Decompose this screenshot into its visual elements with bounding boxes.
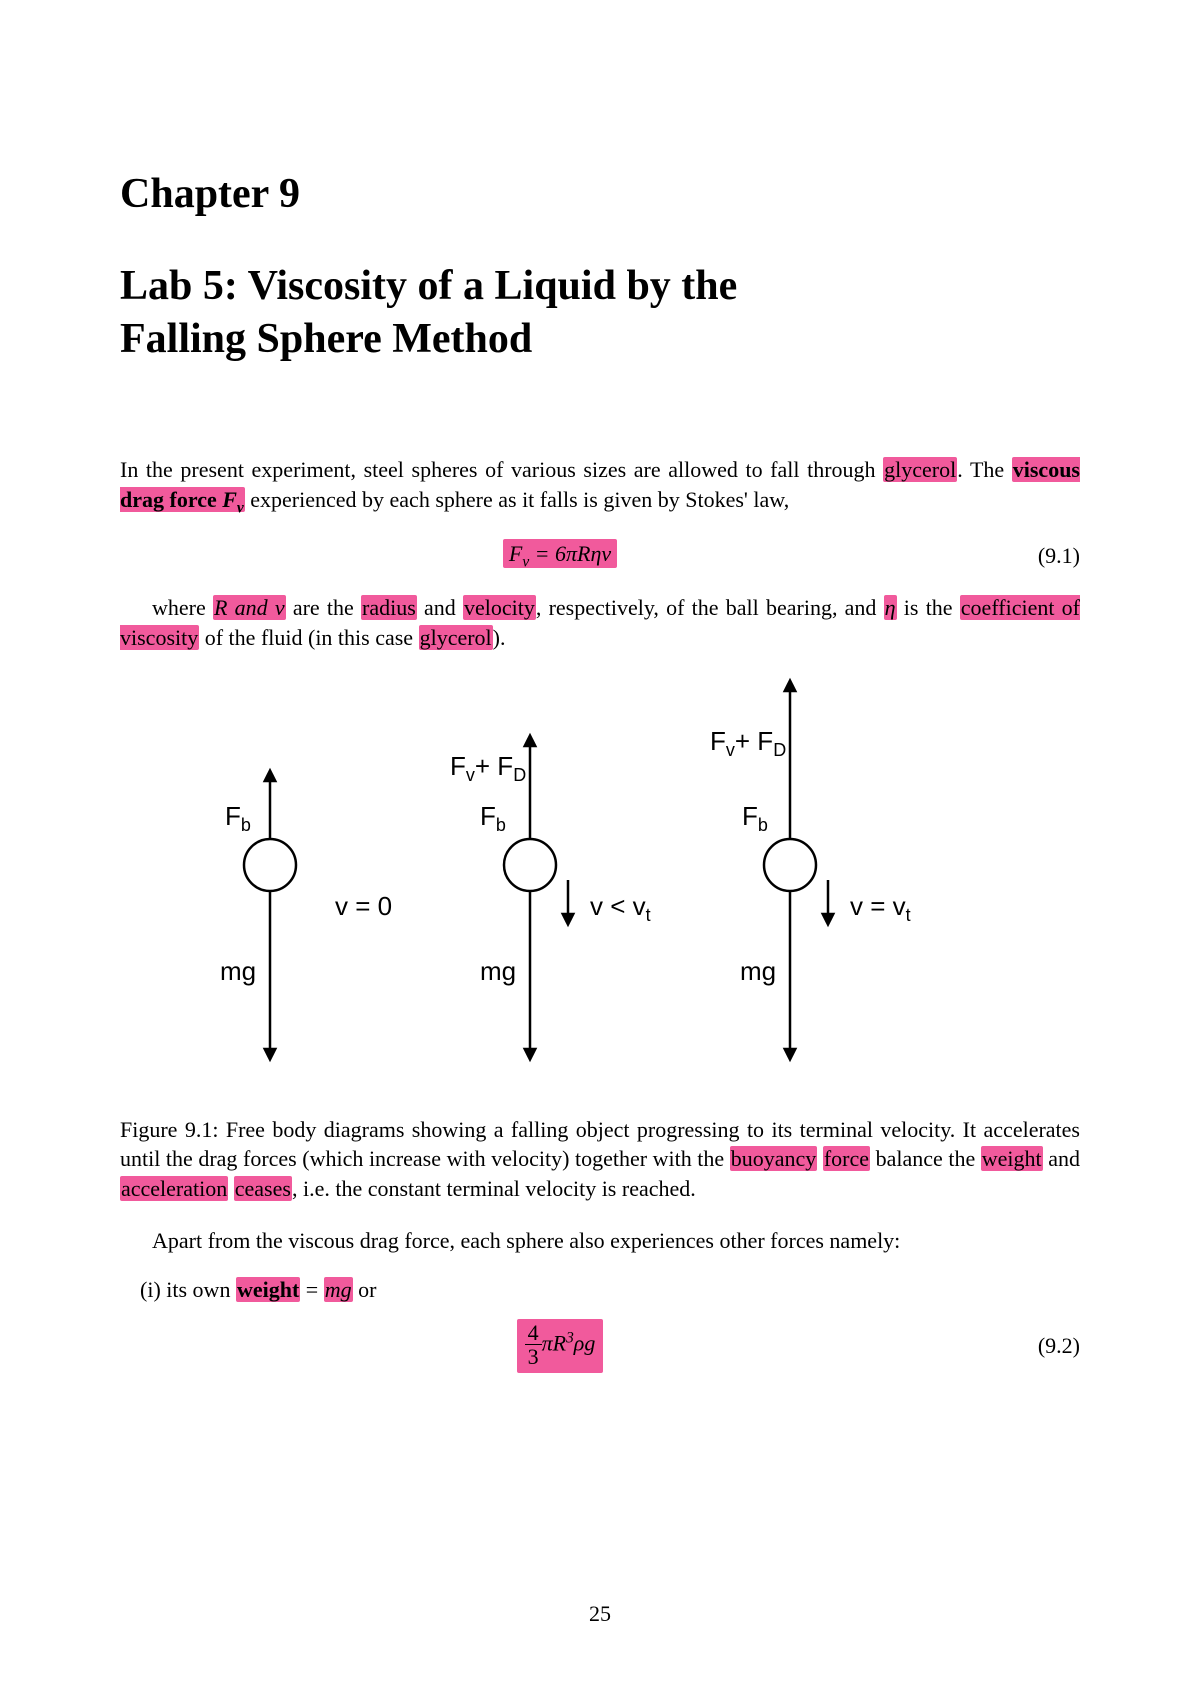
eq1-body: Fv = 6πRηv xyxy=(503,539,617,568)
hl-weight-bold-text: weight xyxy=(237,1277,299,1302)
cap-sp1 xyxy=(817,1146,823,1171)
equation-9-1-row: Fv = 6πRηv (9.1) xyxy=(120,541,1080,571)
title-line-1: Lab 5: Viscosity of a Liquid by the xyxy=(120,263,737,309)
hl-eta: η xyxy=(884,595,897,620)
eq2-den: 3 xyxy=(525,1345,542,1369)
svg-text:mg: mg xyxy=(220,956,256,986)
intro-seg3: experienced by each sphere as it falls i… xyxy=(245,487,789,512)
p2-s5: is the xyxy=(897,595,960,620)
intro-paragraph: In the present experiment, steel spheres… xyxy=(120,455,1080,519)
fv-sub: v xyxy=(237,499,244,516)
equation-9-2-number: (9.2) xyxy=(1000,1333,1080,1359)
eq2-sup: 3 xyxy=(566,1330,574,1347)
svg-text:Fb: Fb xyxy=(742,801,768,835)
title-line-2: Falling Sphere Method xyxy=(120,316,532,362)
p2-s1: where xyxy=(152,595,213,620)
p2-s6: of the fluid (in this case xyxy=(199,625,418,650)
eq2-num: 4 xyxy=(525,1322,542,1345)
page-number: 25 xyxy=(0,1601,1200,1627)
li-mid: = xyxy=(300,1277,323,1302)
p2-s4: , respectively, of the ball bearing, and xyxy=(536,595,884,620)
intro-seg1: In the present experiment, steel spheres… xyxy=(120,457,883,482)
hl-force: force xyxy=(823,1146,870,1171)
p2-s7: ). xyxy=(493,625,506,650)
figure-9-1: Fb mg v = 0 Fb mg Fv+ FD v < vt Fb mg Fv+ FD v = v… xyxy=(160,675,1080,1095)
li-pre: (i) its own xyxy=(140,1277,236,1302)
hl-glycerol-1: glycerol xyxy=(883,457,957,482)
svg-text:mg: mg xyxy=(740,956,776,986)
cap-s3: and xyxy=(1043,1146,1080,1171)
figure-9-1-caption: Figure 9.1: Free body diagrams showing a… xyxy=(120,1115,1080,1204)
p2-s2: are the xyxy=(286,595,361,620)
equation-9-1-number: (9.1) xyxy=(1000,543,1080,569)
hl-r-and-v: R and v xyxy=(213,595,286,620)
svg-text:Fv+ FD: Fv+ FD xyxy=(710,726,786,760)
svg-text:v < vt: v < vt xyxy=(590,891,651,925)
equation-9-2-row: 4 3 πR3ρg (9.2) xyxy=(120,1319,1080,1372)
eq2-fraction: 4 3 xyxy=(525,1322,542,1369)
hl-acceleration: acceleration xyxy=(120,1176,228,1201)
hl-velocity: velocity xyxy=(463,595,536,620)
chapter-label: Chapter 9 xyxy=(120,170,1080,218)
intro-seg2: . The xyxy=(957,457,1012,482)
li-post: or xyxy=(353,1277,377,1302)
hl-ceases: ceases xyxy=(234,1176,292,1201)
eq2-body: 4 3 πR3ρg xyxy=(517,1319,604,1372)
hl-weight-cap: weight xyxy=(981,1146,1043,1171)
eq2-rest: πR xyxy=(542,1331,566,1356)
svg-text:mg: mg xyxy=(480,956,516,986)
equation-9-1: Fv = 6πRηv xyxy=(120,541,1000,571)
svg-text:Fb: Fb xyxy=(480,801,506,835)
svg-text:Fv+ FD: Fv+ FD xyxy=(450,751,526,785)
svg-text:Fb: Fb xyxy=(225,801,251,835)
cap-sp2 xyxy=(228,1176,234,1201)
hl-buoyancy: buoyancy xyxy=(730,1146,818,1171)
list-item-i: (i) its own weight = mg or xyxy=(140,1277,1080,1303)
eq2-tail: ρg xyxy=(574,1331,596,1356)
free-body-diagrams-svg: Fb mg v = 0 Fb mg Fv+ FD v < vt Fb mg Fv+ FD v = v… xyxy=(160,675,1040,1095)
hl-mg: mg xyxy=(324,1277,353,1302)
cap-s2: balance the xyxy=(870,1146,981,1171)
hl-radius: radius xyxy=(361,595,417,620)
page-title: Lab 5: Viscosity of a Liquid by the Fall… xyxy=(120,260,1080,365)
physics-lab-page: Chapter 9 Lab 5: Viscosity of a Liquid b… xyxy=(0,0,1200,1697)
svg-text:v = 0: v = 0 xyxy=(335,891,392,921)
para-variables: where R and v are the radius and velocit… xyxy=(120,593,1080,652)
para-other-forces: Apart from the viscous drag force, each … xyxy=(120,1226,1080,1256)
svg-text:v = vt: v = vt xyxy=(850,891,911,925)
fv-var: F xyxy=(222,487,237,512)
cap-s4: , i.e. the constant terminal velocity is… xyxy=(292,1176,696,1201)
equation-9-2: 4 3 πR3ρg xyxy=(120,1319,1000,1372)
hl-glycerol-2: glycerol xyxy=(419,625,493,650)
p2-s3: and xyxy=(417,595,463,620)
hl-weight-bold: weight xyxy=(236,1277,300,1302)
